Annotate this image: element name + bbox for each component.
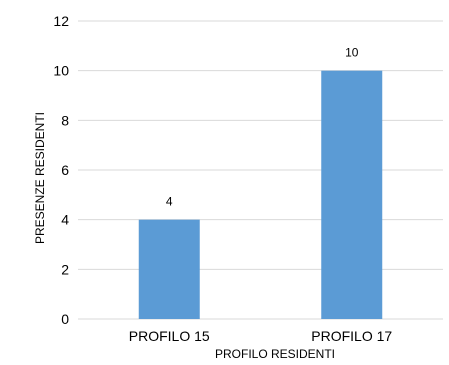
- x-category-label: PROFILO 15: [129, 328, 210, 344]
- bar: [138, 219, 200, 319]
- data-labels: 4 10: [166, 46, 359, 209]
- data-label: 4: [166, 195, 173, 209]
- y-tick-label: 12: [53, 13, 69, 29]
- gridlines: [78, 20, 443, 320]
- x-axis-title: PROFILO RESIDENTI: [215, 347, 335, 361]
- y-tick-label: 4: [61, 212, 69, 228]
- y-tick-label: 2: [61, 261, 69, 277]
- y-axis-title: PRESENZE RESIDENTI: [33, 112, 47, 244]
- y-tick-label: 0: [61, 311, 69, 327]
- bar: [321, 70, 383, 320]
- y-tick-label: 6: [61, 162, 69, 178]
- y-tick-label: 10: [53, 63, 69, 79]
- data-label: 10: [345, 46, 359, 60]
- x-axis-categories: PROFILO 15 PROFILO 17: [129, 328, 393, 344]
- x-category-label: PROFILO 17: [311, 328, 392, 344]
- y-axis-ticks: 0 2 4 6 8 10 12: [53, 13, 69, 327]
- bars: [138, 70, 383, 320]
- y-tick-label: 8: [61, 112, 69, 128]
